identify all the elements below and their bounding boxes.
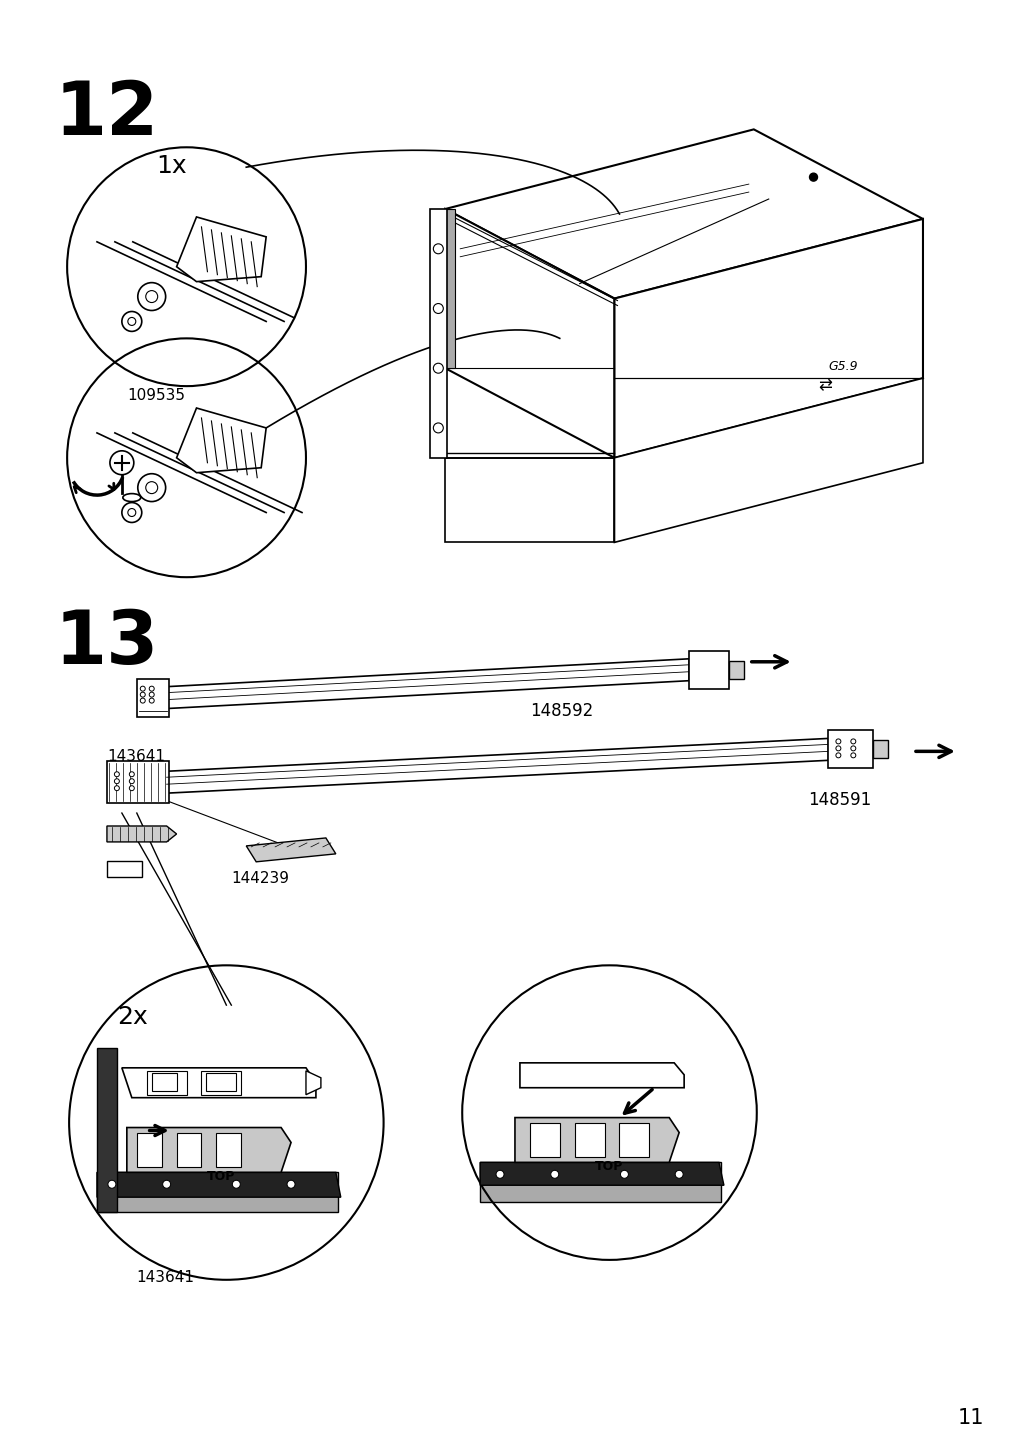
Circle shape (287, 1180, 295, 1189)
Circle shape (433, 243, 443, 253)
Polygon shape (430, 209, 447, 458)
Circle shape (114, 779, 119, 783)
Circle shape (110, 451, 133, 474)
Circle shape (433, 304, 443, 314)
Polygon shape (97, 1173, 341, 1197)
Text: 109535: 109535 (126, 388, 185, 404)
Polygon shape (97, 1173, 338, 1211)
Text: 11: 11 (956, 1408, 984, 1428)
Polygon shape (688, 652, 728, 689)
Polygon shape (520, 1063, 683, 1088)
Circle shape (674, 1170, 682, 1179)
Polygon shape (445, 129, 922, 298)
Polygon shape (206, 1073, 237, 1091)
Circle shape (141, 686, 146, 692)
Text: G5.9: G5.9 (828, 361, 857, 374)
Text: 143641: 143641 (107, 749, 165, 765)
Polygon shape (445, 458, 614, 543)
Polygon shape (177, 408, 266, 473)
Circle shape (149, 692, 154, 697)
Circle shape (129, 779, 134, 783)
Circle shape (850, 739, 855, 743)
Polygon shape (167, 739, 828, 793)
Circle shape (433, 422, 443, 432)
Circle shape (114, 772, 119, 776)
Circle shape (114, 786, 119, 790)
Circle shape (149, 699, 154, 703)
Circle shape (137, 282, 166, 311)
Polygon shape (121, 1068, 315, 1098)
Text: 2x: 2x (117, 1005, 148, 1030)
Text: 148592: 148592 (530, 702, 592, 720)
Polygon shape (136, 1133, 162, 1167)
Circle shape (141, 692, 146, 697)
Circle shape (146, 481, 158, 494)
Polygon shape (152, 1073, 177, 1091)
Polygon shape (515, 1117, 678, 1163)
Circle shape (550, 1170, 558, 1179)
Circle shape (835, 746, 840, 750)
Circle shape (835, 753, 840, 758)
Circle shape (233, 1180, 240, 1189)
Circle shape (129, 786, 134, 790)
Polygon shape (728, 660, 743, 679)
Circle shape (141, 699, 146, 703)
Text: TOP: TOP (206, 1170, 235, 1183)
Polygon shape (872, 740, 888, 759)
Circle shape (149, 686, 154, 692)
Circle shape (495, 1170, 503, 1179)
Circle shape (620, 1170, 628, 1179)
Polygon shape (147, 1071, 186, 1094)
Text: 13: 13 (55, 607, 159, 680)
Polygon shape (445, 209, 614, 458)
Text: ⇄: ⇄ (818, 377, 831, 394)
Polygon shape (107, 861, 142, 876)
Circle shape (146, 291, 158, 302)
Polygon shape (614, 219, 922, 458)
Circle shape (835, 739, 840, 743)
Circle shape (850, 746, 855, 750)
Polygon shape (445, 209, 455, 368)
Polygon shape (201, 1071, 241, 1094)
Polygon shape (216, 1133, 241, 1167)
Text: 12: 12 (55, 77, 159, 150)
Polygon shape (614, 378, 922, 543)
Polygon shape (619, 1123, 649, 1157)
Polygon shape (126, 1127, 291, 1173)
Polygon shape (167, 659, 688, 709)
Ellipse shape (122, 494, 141, 501)
Polygon shape (97, 1048, 117, 1211)
Text: 143641: 143641 (136, 1270, 194, 1285)
Polygon shape (177, 218, 266, 282)
Polygon shape (136, 679, 169, 716)
Text: 144239: 144239 (232, 871, 289, 886)
Polygon shape (305, 1071, 320, 1094)
Circle shape (127, 318, 135, 325)
Text: TOP: TOP (594, 1160, 623, 1173)
Circle shape (163, 1180, 171, 1189)
Polygon shape (246, 838, 336, 862)
Polygon shape (107, 762, 169, 803)
Polygon shape (530, 1123, 559, 1157)
Circle shape (129, 772, 134, 776)
Circle shape (121, 503, 142, 523)
Circle shape (127, 508, 135, 517)
Text: 1x: 1x (157, 155, 187, 178)
Polygon shape (479, 1163, 720, 1203)
Circle shape (809, 173, 817, 180)
Circle shape (433, 364, 443, 374)
Circle shape (108, 1180, 116, 1189)
Polygon shape (574, 1123, 604, 1157)
Circle shape (137, 474, 166, 501)
Circle shape (850, 753, 855, 758)
Polygon shape (107, 826, 177, 842)
Circle shape (121, 312, 142, 331)
Polygon shape (828, 730, 872, 769)
Polygon shape (479, 1163, 723, 1186)
Polygon shape (177, 1133, 201, 1167)
Text: 148591: 148591 (808, 790, 870, 809)
